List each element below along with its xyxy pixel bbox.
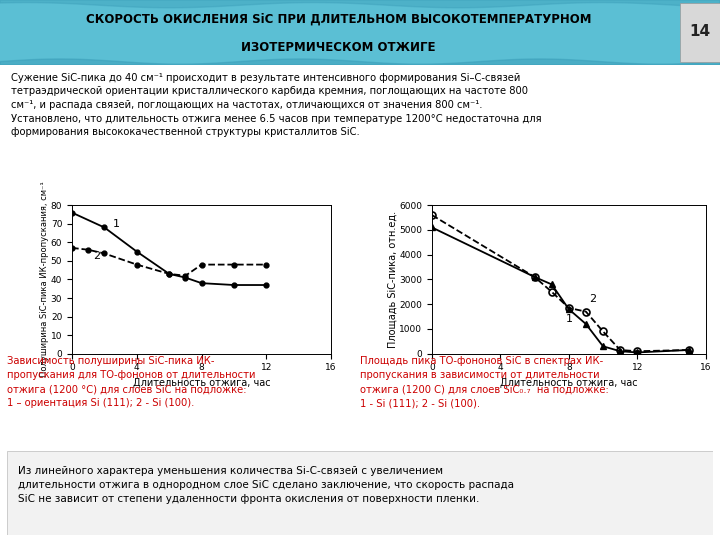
Text: 2: 2 bbox=[589, 294, 596, 303]
Text: Зависимость полуширины SiC-пика ИК-
пропускания для ТО-фононов от длительности
о: Зависимость полуширины SiC-пика ИК- проп… bbox=[7, 356, 256, 408]
X-axis label: Длительность отжига, час: Длительность отжига, час bbox=[500, 378, 638, 388]
Text: 14: 14 bbox=[690, 24, 711, 38]
Y-axis label: Площадь SiC-пика, отн.ед.: Площадь SiC-пика, отн.ед. bbox=[388, 211, 398, 348]
Text: ИЗОТЕРМИЧЕСКОМ ОТЖИГЕ: ИЗОТЕРМИЧЕСКОМ ОТЖИГЕ bbox=[241, 42, 436, 55]
X-axis label: Длительность отжига, час: Длительность отжига, час bbox=[132, 378, 271, 388]
Text: СКОРОСТЬ ОКИСЛЕНИЯ SiC ПРИ ДЛИТЕЛЬНОМ ВЫСОКОТЕМПЕРАТУРНОМ: СКОРОСТЬ ОКИСЛЕНИЯ SiC ПРИ ДЛИТЕЛЬНОМ ВЫ… bbox=[86, 13, 591, 26]
Text: Сужение SiC-пика до 40 см⁻¹ происходит в результате интенсивного формирования Si: Сужение SiC-пика до 40 см⁻¹ происходит в… bbox=[11, 73, 541, 137]
Text: Из линейного характера уменьшения количества Si-C-связей с увеличением
длительно: Из линейного характера уменьшения количе… bbox=[18, 466, 514, 504]
Text: 1: 1 bbox=[112, 219, 120, 230]
Y-axis label: Полуширина SiC-пика ИК-пропускания, см⁻¹: Полуширина SiC-пика ИК-пропускания, см⁻¹ bbox=[40, 181, 50, 377]
Text: 2: 2 bbox=[93, 251, 100, 261]
Bar bbox=[680, 3, 720, 62]
Text: 1: 1 bbox=[565, 314, 572, 323]
Text: Площадь пика ТО-фононов SiC в спектрах ИК-
пропускания в зависимости от длительн: Площадь пика ТО-фононов SiC в спектрах И… bbox=[360, 356, 608, 408]
